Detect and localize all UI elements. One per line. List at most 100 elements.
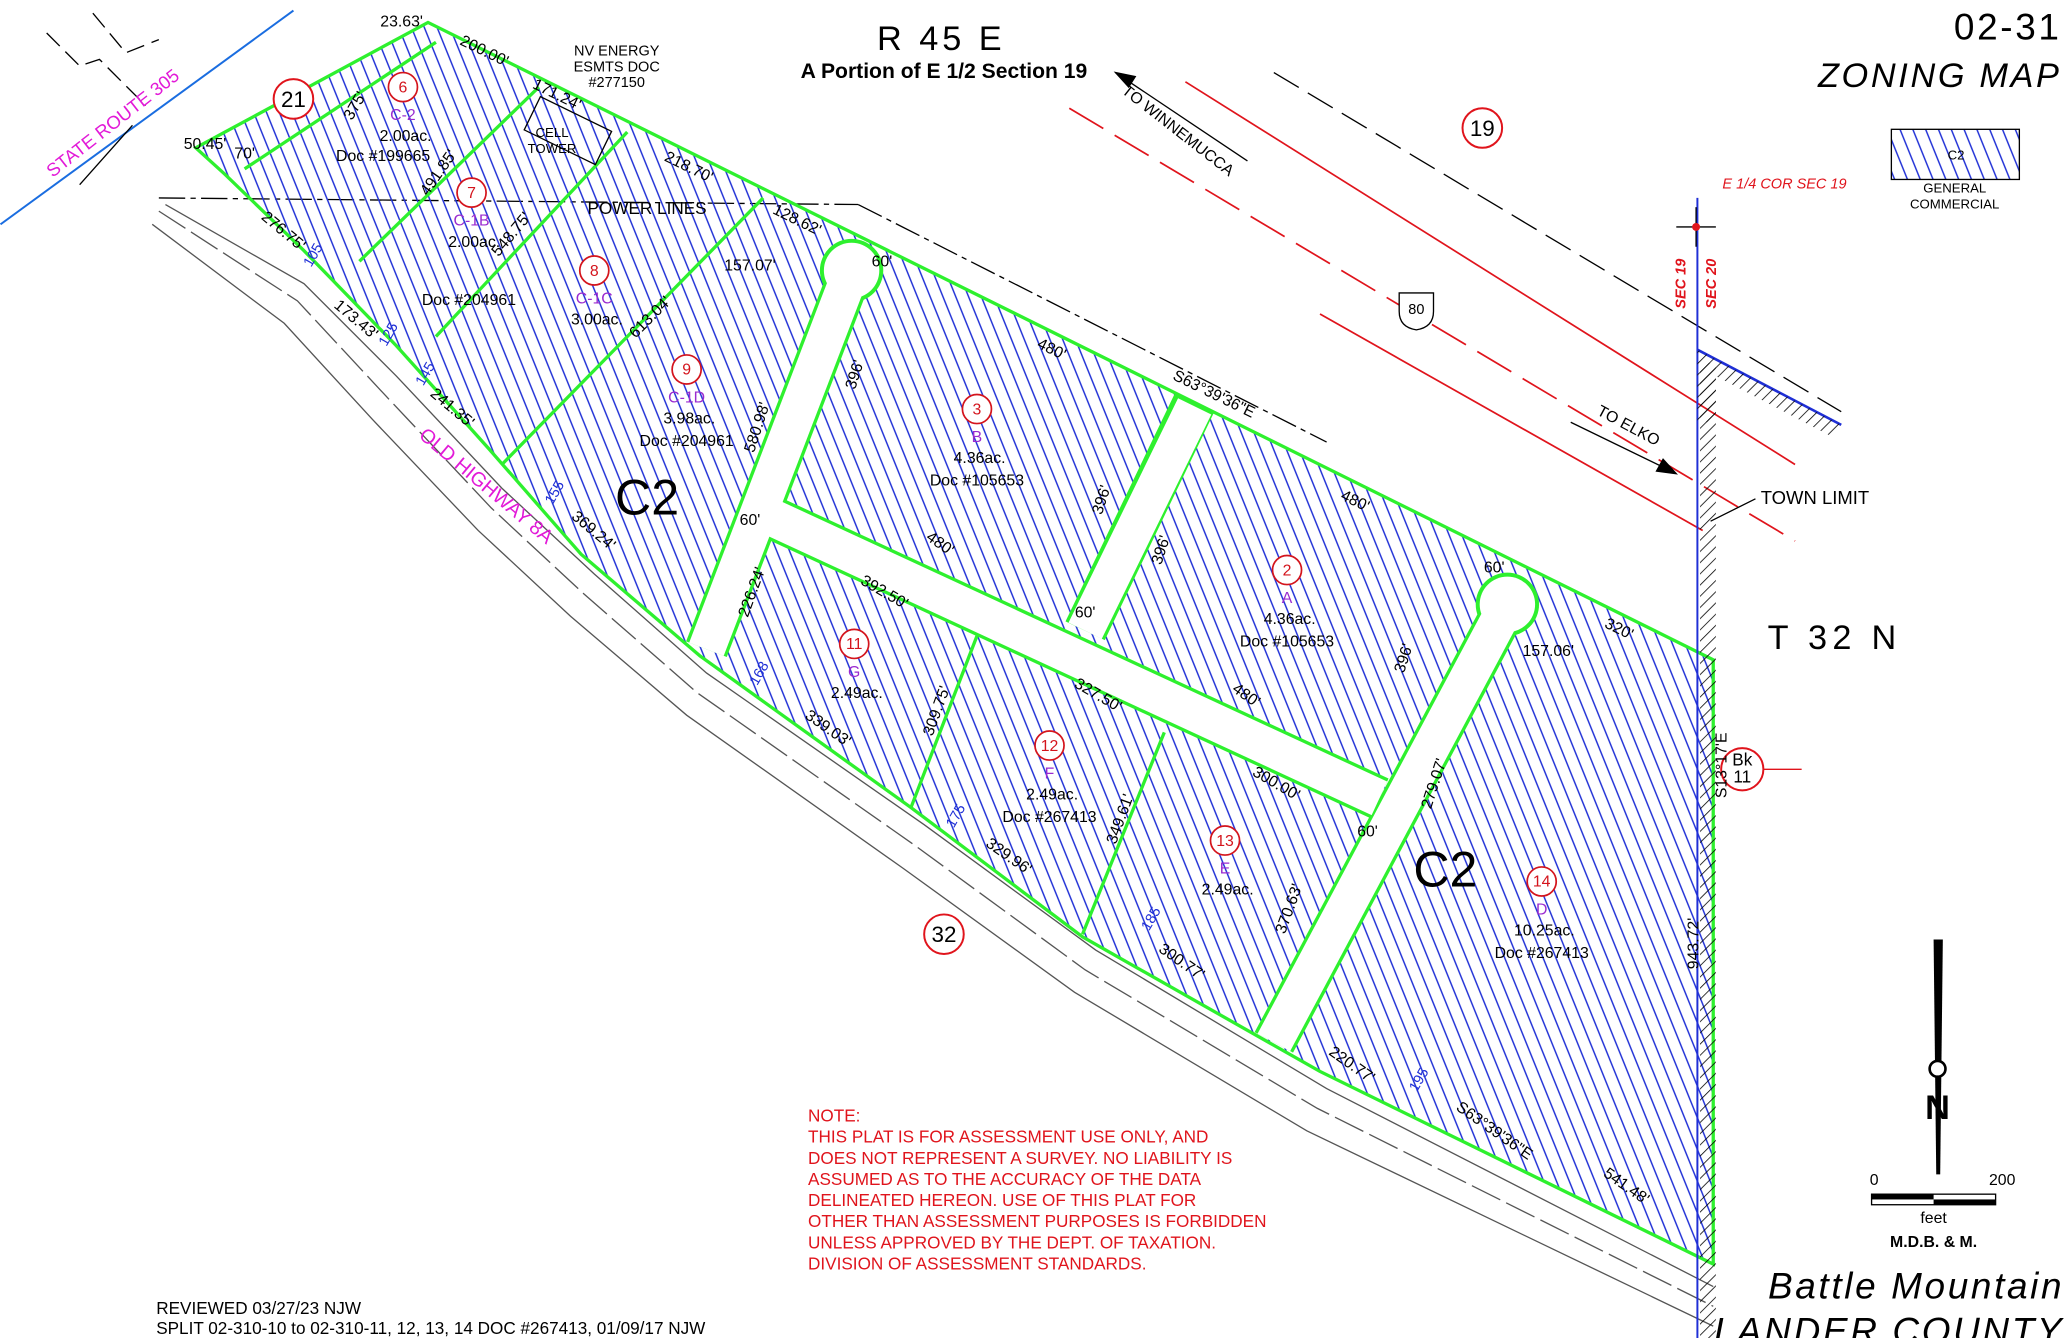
parcel-zone: C-1B — [454, 213, 490, 230]
zoning-map: R 45 EA Portion of E 1/2 Section 19 02-31… — [0, 0, 2070, 1338]
town-limit-hatch — [1697, 350, 1841, 438]
dimension: 23.63' — [380, 13, 423, 30]
parcel-area: 3.98ac. — [663, 411, 715, 428]
parcel-area: 4.36ac. — [1264, 611, 1316, 628]
range-label: R 45 E — [877, 20, 1006, 58]
parcel-area: 10.25ac. — [1514, 923, 1575, 940]
parcel-zone: B — [972, 429, 983, 446]
subtitle: A Portion of E 1/2 Section 19 — [801, 60, 1088, 83]
footer-text: REVIEWED 03/27/23 NJW — [156, 1298, 362, 1318]
parcel-number: 9 — [682, 362, 691, 379]
zone-label: C2 — [1413, 842, 1477, 898]
map-ref: 32 — [931, 922, 956, 947]
parcel-zone: G — [848, 664, 860, 681]
legend-label: GENERAL — [1923, 181, 1986, 196]
parcel-number: 3 — [973, 401, 982, 418]
county-name: LANDER COUNTY — [1714, 1310, 2064, 1338]
easement-label: NV ENERGY — [574, 43, 660, 59]
parcel-zone: F — [1045, 766, 1055, 783]
north-arrow — [1930, 940, 1946, 1175]
interstate-label: 80 — [1408, 302, 1424, 318]
parcel-area: 2.49ac. — [1202, 882, 1254, 899]
parcel-number: 13 — [1216, 833, 1234, 850]
dimension: 60' — [740, 512, 761, 529]
town-limit-label: TOWN LIMIT — [1761, 487, 1869, 508]
parcel-zone: C-2 — [390, 107, 416, 124]
scale-unit: feet — [1920, 1210, 1947, 1227]
dimension: S13°17'E — [1713, 732, 1730, 798]
map-number: 02-31 — [1954, 7, 2062, 48]
parcel-doc: Doc #204961 — [640, 433, 734, 450]
parcel-area: 3.00ac. — [571, 312, 623, 329]
note-title: NOTE: — [808, 1106, 860, 1126]
note-line: THIS PLAT IS FOR ASSESSMENT USE ONLY, AN… — [808, 1127, 1208, 1147]
footer-text: SPLIT 02-310-10 to 02-310-11, 12, 13, 14… — [156, 1318, 706, 1338]
dimension: 70' — [234, 145, 255, 162]
datum: M.D.B. & M. — [1890, 1234, 1977, 1251]
note-line: OTHER THAN ASSESSMENT PURPOSES IS FORBID… — [808, 1211, 1266, 1231]
easement-label: #277150 — [588, 75, 644, 91]
parcel-doc: Doc #105653 — [1240, 634, 1334, 651]
dimension: 157.07' — [724, 258, 775, 275]
parcel-number: 14 — [1533, 874, 1551, 891]
cell-tower-label: CELL — [536, 125, 569, 140]
map-title: ZONING MAP — [1817, 57, 2062, 95]
note-line: DOES NOT REPRESENT A SURVEY. NO LIABILIT… — [808, 1148, 1232, 1168]
parcel-doc: Doc #267413 — [1495, 945, 1589, 962]
dimension: 60' — [1484, 560, 1505, 577]
easement-label: ESMTS DOC — [574, 59, 660, 75]
direction-label: TO ELKO — [1594, 403, 1662, 450]
cell-tower-label: TOWER — [528, 141, 577, 156]
parcel-zone: C-1D — [668, 389, 705, 406]
parcel-number: 6 — [399, 79, 408, 96]
parcel-number: 12 — [1041, 738, 1059, 755]
parcel-number: 8 — [590, 263, 599, 280]
scale-bar — [1872, 1194, 1996, 1205]
township-label: T 32 N — [1768, 619, 1902, 657]
parcel-area: 4.36ac. — [954, 450, 1006, 467]
parcel-area: 2.49ac. — [1026, 787, 1078, 804]
dimension: 157.06' — [1523, 643, 1574, 660]
parcel-doc: Doc #199665 — [336, 148, 430, 165]
note-line: DELINEATED HEREON. USE OF THIS PLAT FOR — [808, 1190, 1196, 1210]
zone-label: C2 — [615, 470, 679, 526]
map-ref: 21 — [281, 87, 306, 112]
legend-code: C2 — [1948, 148, 1965, 163]
dimension: 60' — [1075, 605, 1096, 622]
dimension: 60' — [872, 254, 893, 271]
road-label: STATE ROUTE 305 — [42, 65, 183, 182]
note-line: ASSUMED AS TO THE ACCURACY OF THE DATA — [808, 1169, 1202, 1189]
parcel-area: 2.49ac. — [831, 685, 883, 702]
parcel-doc: Doc #267413 — [1002, 809, 1096, 826]
note-line: UNLESS APPROVED BY THE DEPT. OF TAXATION… — [808, 1232, 1216, 1252]
direction-label: TO WINNEMUCCA — [1118, 82, 1237, 180]
corner-label: E 1/4 COR SEC 19 — [1722, 177, 1846, 193]
legend-label: COMMERCIAL — [1910, 196, 1999, 211]
north-label: N — [1925, 1089, 1950, 1127]
section-label: SEC 19 — [1674, 259, 1690, 309]
map-ref: 19 — [1470, 116, 1495, 141]
scale-label: 200 — [1989, 1172, 2016, 1189]
leader — [1711, 499, 1756, 521]
book-ref: 11 — [1733, 766, 1751, 786]
parcel-number: 11 — [846, 636, 863, 653]
section-label: SEC 20 — [1704, 259, 1720, 309]
page: { "header": {"range": "R 45 E", "subtitl… — [0, 0, 2070, 1338]
parcel-zone: A — [1282, 590, 1293, 607]
parcel-doc: Doc #204961 — [422, 292, 516, 309]
parcel-number: 7 — [467, 185, 476, 202]
place-name: Battle Mountain — [1768, 1265, 2064, 1306]
town-limit — [1700, 363, 1716, 1338]
parcel-number: 2 — [1283, 562, 1292, 579]
parcel-doc: Doc #105653 — [930, 473, 1024, 490]
power-lines-label: POWER LINES — [588, 198, 707, 218]
parcel-zone: D — [1536, 901, 1547, 918]
dimension: 943.72' — [1686, 918, 1703, 969]
dimension: 60' — [1357, 824, 1378, 841]
parcel-zone: C-1C — [576, 290, 613, 307]
note-line: DIVISION OF ASSESSMENT STANDARDS. — [808, 1253, 1146, 1273]
corner-mark — [1676, 207, 1716, 247]
parcel-area: 2.00ac. — [380, 128, 432, 145]
dimension: 50.45' — [184, 136, 227, 153]
parcel-zone: E — [1220, 861, 1231, 878]
